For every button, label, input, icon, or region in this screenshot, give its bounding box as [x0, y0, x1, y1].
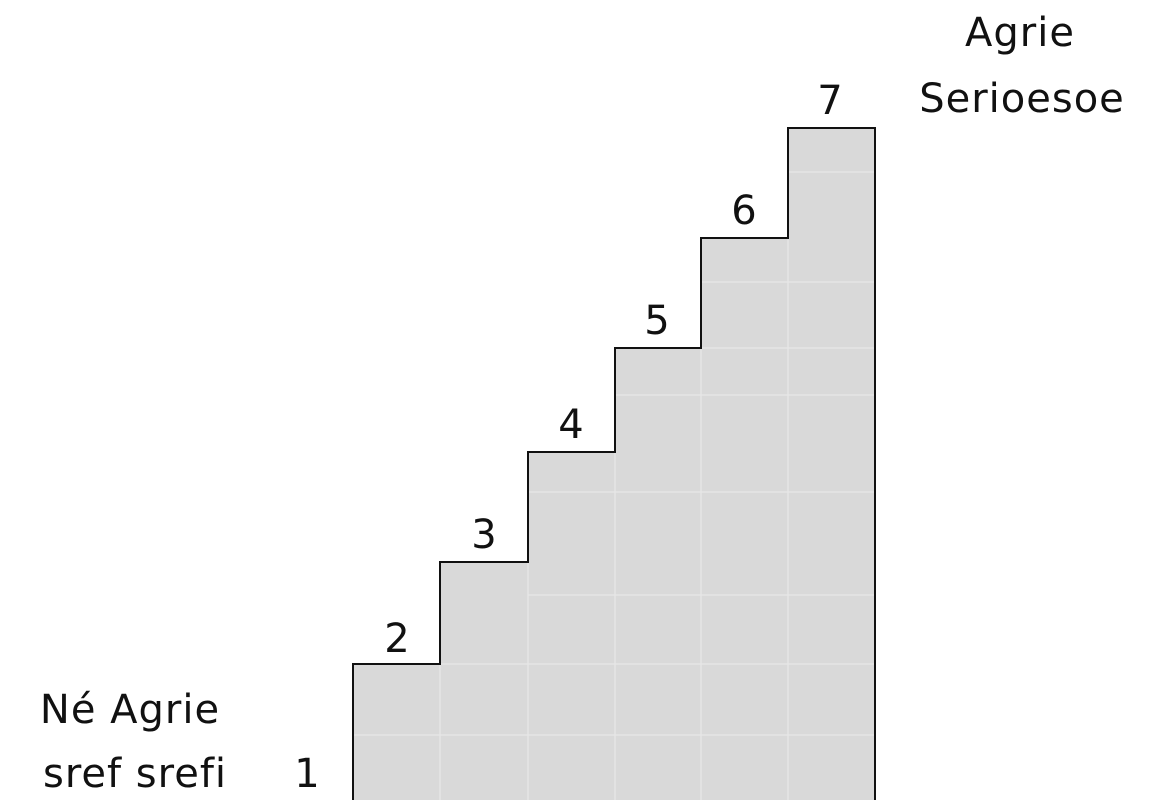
end-label-line2: Serioesoe [919, 76, 1125, 122]
end-label-line1: Agrie [965, 10, 1075, 56]
step-number-1: 1 [294, 751, 319, 797]
step-number-2: 2 [384, 616, 409, 662]
staircase-shape [353, 128, 875, 800]
start-label-line1: Né Agrie [40, 687, 220, 733]
staircase-inner-grid [353, 171, 875, 800]
staircase-outline [352, 127, 876, 800]
step-number-3: 3 [471, 512, 496, 558]
step-number-6: 6 [731, 188, 756, 234]
step-number-7: 7 [817, 78, 842, 124]
step-number-5: 5 [644, 298, 669, 344]
start-label-line2: sref srefi [43, 751, 227, 797]
step-number-4: 4 [558, 402, 583, 448]
